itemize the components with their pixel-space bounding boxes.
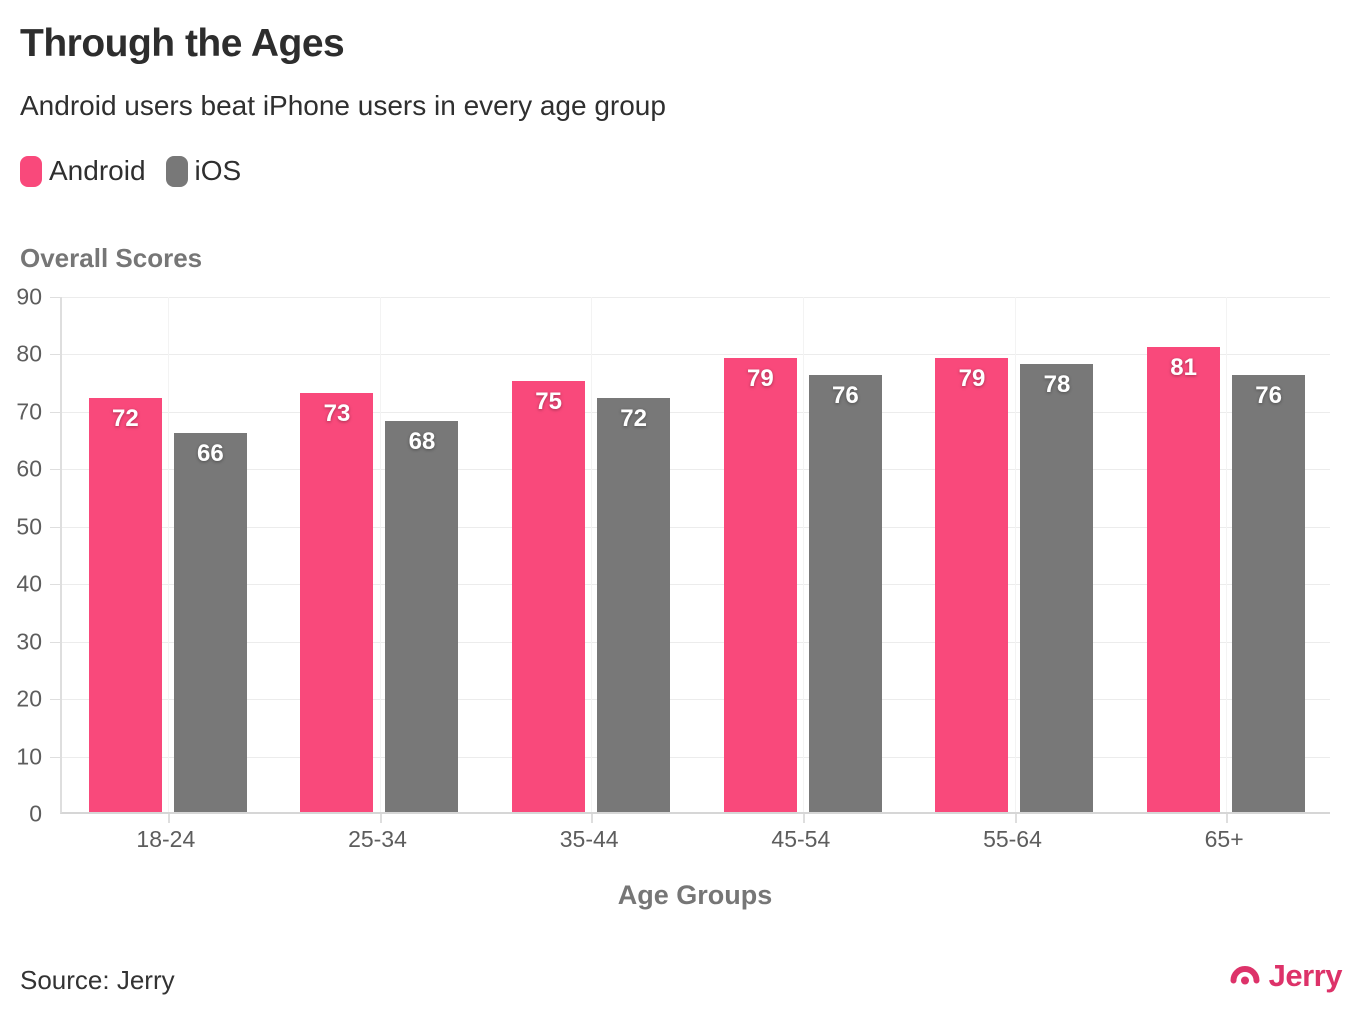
- bar-ios-25-34: 68: [385, 421, 459, 812]
- y-tick-70: [50, 411, 62, 413]
- gridline-v: [379, 297, 381, 812]
- gridline-v: [1014, 297, 1016, 812]
- bar-value-label: 76: [1255, 382, 1282, 410]
- bar-android-35-44: 75: [512, 381, 586, 812]
- y-axis-tick-label: 20: [16, 685, 42, 712]
- bar-android-45-54: 79: [723, 358, 797, 812]
- y-tick-30: [50, 641, 62, 643]
- bar-android-65+: 81: [1147, 346, 1221, 812]
- page-subtitle: Android users beat iPhone users in every…: [20, 90, 666, 121]
- bar-value-label: 72: [620, 405, 647, 433]
- x-axis-tick-label: 18-24: [136, 826, 196, 852]
- gridline-h-40: [62, 584, 1330, 586]
- bar-android-25-34: 73: [300, 392, 374, 812]
- gridline-v: [1226, 297, 1228, 812]
- brand-wordmark: Jerry: [1268, 958, 1343, 993]
- y-tick-80: [50, 354, 62, 356]
- x-tick: [1014, 814, 1017, 823]
- gridline-v: [167, 297, 169, 812]
- legend-swatch-icon: [20, 155, 42, 187]
- bar-group-18-24: 72 66: [62, 297, 274, 812]
- y-tick-20: [50, 699, 62, 701]
- jerry-arc-icon: [1230, 965, 1260, 984]
- bar-group-25-34: 73 68: [274, 297, 486, 812]
- bar-ios-45-54: 76: [808, 375, 882, 812]
- bar-android-18-24: 72: [88, 398, 162, 812]
- bar-value-label: 79: [958, 365, 986, 393]
- y-tick-90: [50, 297, 62, 298]
- x-axis-tick-label: 65+: [1204, 826, 1244, 852]
- y-axis-tick-label: 60: [16, 455, 42, 482]
- x-tick: [591, 814, 594, 823]
- bar-android-55-64: 79: [935, 358, 1009, 812]
- bar-ios-35-44: 72: [597, 398, 671, 812]
- bar-value-label: 66: [196, 439, 224, 467]
- gridline-h-90: [62, 297, 1330, 298]
- x-tick: [167, 814, 170, 823]
- bar-ios-55-64: 78: [1020, 363, 1094, 812]
- x-axis-tick-label: 45-54: [771, 826, 831, 852]
- bar-value-label: 75: [535, 388, 562, 416]
- bar-group-65+: 81 76: [1120, 297, 1332, 812]
- y-axis-tick-label: 0: [29, 800, 42, 827]
- x-axis-tick-label: 35-44: [559, 826, 619, 852]
- bar-value-label: 79: [746, 365, 774, 393]
- bar-group-55-64: 79 78: [909, 297, 1121, 812]
- x-axis-title: Age Groups: [617, 880, 773, 910]
- gridline-h-60: [62, 469, 1330, 471]
- gridline-h-30: [62, 641, 1330, 643]
- gridline-v: [802, 297, 804, 812]
- gridline-h-10: [62, 756, 1330, 758]
- y-axis-tick-label: 10: [16, 743, 42, 770]
- plot-area: 72 66 73 68 75 72 79 76 79 78 81 76: [50, 297, 1332, 823]
- x-axis-labels: 18-24 25-34 35-44 45-54 55-64 65+: [60, 826, 1330, 856]
- y-tick-60: [50, 469, 62, 471]
- bar-value-label: 78: [1043, 370, 1071, 398]
- bar-value-label: 73: [323, 399, 351, 427]
- bar-group-35-44: 75 72: [485, 297, 697, 812]
- y-axis-tick-label: 50: [16, 513, 42, 540]
- bar-value-label: 81: [1170, 353, 1197, 381]
- bar-value-label: 68: [408, 428, 436, 456]
- bar-ios-18-24: 66: [173, 432, 247, 812]
- source-label: Source: Jerry: [20, 965, 175, 995]
- legend-item-android: Android: [20, 155, 146, 187]
- gridline-v: [591, 297, 593, 812]
- page-title: Through the Ages: [20, 22, 345, 65]
- x-tick: [379, 814, 382, 823]
- bar-ios-65+: 76: [1232, 375, 1306, 812]
- brand-logo: Jerry: [1227, 958, 1343, 994]
- gridline-h-70: [62, 411, 1330, 413]
- x-tick: [1226, 814, 1229, 823]
- x-axis-tick-label: 55-64: [983, 826, 1042, 852]
- y-tick-40: [50, 584, 62, 586]
- x-tick: [802, 814, 805, 823]
- y-axis-tick-label: 70: [16, 398, 42, 425]
- legend-label: iOS: [194, 155, 242, 186]
- legend-item-ios: iOS: [165, 155, 242, 187]
- y-axis-title: Overall Scores: [20, 243, 203, 273]
- bar-value-label: 72: [111, 405, 139, 433]
- gridline-h-20: [62, 699, 1330, 701]
- y-axis-tick-label: 80: [16, 340, 42, 367]
- legend-label: Android: [49, 155, 146, 186]
- x-axis-tick-label: 25-34: [348, 826, 407, 852]
- bar-group-45-54: 79 76: [697, 297, 909, 812]
- y-axis-tick-label: 30: [16, 628, 42, 655]
- y-axis-tick-label: 40: [16, 570, 42, 597]
- gridline-h-80: [62, 354, 1330, 356]
- gridline-h-50: [62, 526, 1330, 528]
- y-tick-50: [50, 526, 62, 528]
- legend: Android iOS: [20, 155, 241, 187]
- legend-swatch-icon: [165, 155, 188, 187]
- y-tick-10: [50, 756, 62, 758]
- bar-value-label: 76: [831, 382, 859, 410]
- y-axis-tick-label: 90: [16, 283, 42, 310]
